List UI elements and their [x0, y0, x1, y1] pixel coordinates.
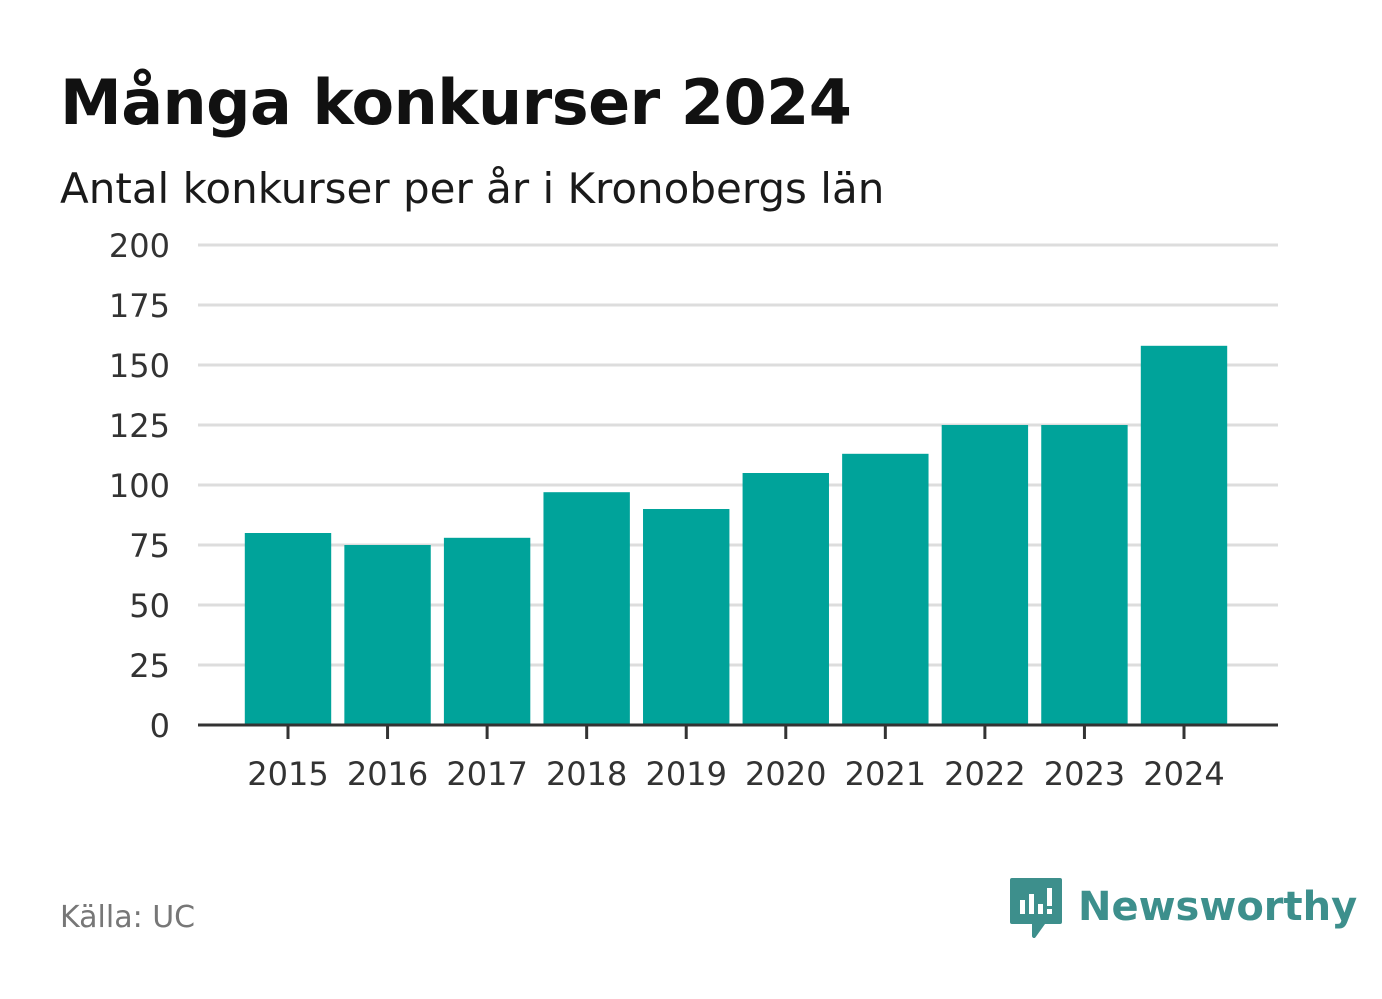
bar-2020 — [742, 473, 829, 725]
bar-2024 — [1140, 345, 1228, 725]
x-tick-label: 2023 — [1044, 755, 1125, 793]
y-tick-label: 200 — [109, 227, 170, 265]
y-tick-label: 25 — [129, 647, 170, 685]
y-tick-label: 100 — [109, 467, 170, 505]
bar-2021 — [842, 453, 929, 725]
bar-2017 — [443, 537, 531, 725]
y-tick-label: 150 — [109, 347, 170, 385]
x-axis-tick-labels: 2015 2016 2017 2018 2019 2020 2021 2022 2023 2024 — [247, 755, 1224, 793]
y-tick-label: 75 — [129, 527, 170, 565]
bar-2019 — [643, 509, 730, 725]
x-tick-label: 2020 — [745, 755, 826, 793]
bar-2016 — [344, 545, 431, 725]
y-tick-label: 125 — [109, 407, 170, 445]
x-tick-label: 2021 — [845, 755, 926, 793]
source-label: Källa: UC — [60, 900, 196, 935]
x-tick-label: 2015 — [247, 755, 328, 793]
brand-name: Newsworthy — [1078, 884, 1358, 930]
bar-2018 — [543, 492, 630, 725]
x-axis — [198, 723, 1278, 739]
y-tick-label: 50 — [129, 587, 170, 625]
y-tick-label: 0 — [150, 707, 170, 745]
newsworthy-logo-icon — [1010, 878, 1062, 938]
y-tick-label: 175 — [109, 287, 170, 325]
y-axis-tick-labels: 0 25 50 75 100 125 150 175 200 — [109, 227, 170, 745]
bar-2023 — [1041, 425, 1128, 725]
x-tick-label: 2016 — [347, 755, 428, 793]
bars — [244, 345, 1228, 725]
x-tick-label: 2019 — [646, 755, 727, 793]
x-tick-label: 2017 — [446, 755, 527, 793]
chart-subtitle: Antal konkurser per år i Kronobergs län — [60, 164, 885, 213]
x-tick-label: 2018 — [546, 755, 627, 793]
bar-2022 — [941, 425, 1029, 725]
x-tick-label: 2024 — [1143, 755, 1224, 793]
x-tick-label: 2022 — [944, 755, 1025, 793]
brand-logo: Newsworthy — [1008, 876, 1357, 938]
chart-title: Många konkurser 2024 — [60, 66, 852, 139]
bar-2015 — [244, 533, 332, 725]
